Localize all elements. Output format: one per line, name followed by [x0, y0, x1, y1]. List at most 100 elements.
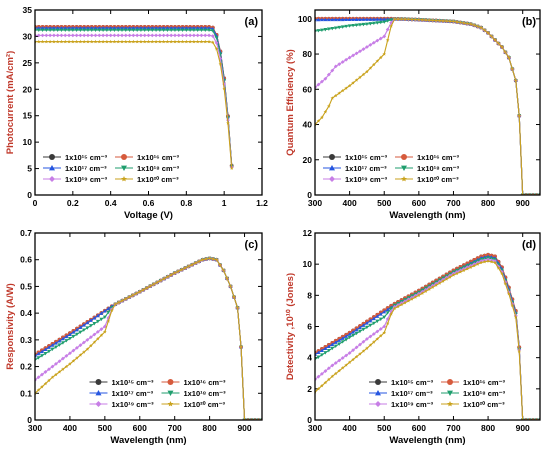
data-point [203, 28, 208, 32]
data-point [211, 257, 215, 261]
data-point [101, 39, 105, 44]
data-point [423, 18, 428, 22]
x-tick-label: 800 [203, 423, 217, 433]
data-point [50, 364, 55, 369]
data-point [47, 367, 51, 372]
data-point [503, 50, 508, 54]
data-point [131, 39, 136, 44]
data-point [375, 314, 380, 318]
data-point [112, 28, 117, 32]
data-point [195, 33, 200, 38]
data-point [104, 33, 109, 38]
data-point [67, 33, 71, 38]
data-point [61, 336, 65, 341]
legend-label: 1x10¹⁷ cm⁻³ [391, 389, 433, 398]
data-point [146, 33, 151, 38]
data-point [396, 17, 400, 21]
y-tick-label: 8 [307, 290, 312, 300]
data-point [184, 39, 189, 44]
data-point [169, 33, 174, 38]
data-point [99, 311, 104, 315]
series-line [35, 34, 233, 168]
data-point [344, 334, 349, 338]
data-point [496, 266, 501, 270]
data-point [365, 346, 369, 350]
data-point [63, 33, 68, 38]
data-point [378, 312, 383, 316]
data-point [410, 17, 414, 21]
data-point [88, 324, 93, 328]
data-point [120, 298, 125, 303]
data-point [510, 303, 515, 307]
data-point [36, 356, 41, 360]
data-point [44, 39, 49, 44]
data-point [358, 352, 362, 356]
data-point [36, 351, 41, 356]
data-point [239, 345, 243, 349]
data-point [95, 313, 100, 318]
data-point [52, 33, 56, 38]
x-axis-label: Wavelength (nm) [110, 435, 186, 446]
data-point [385, 321, 390, 325]
data-point [235, 305, 240, 310]
data-point [184, 28, 189, 32]
data-point [372, 340, 376, 344]
data-point [337, 358, 342, 363]
data-point [54, 345, 58, 349]
data-point [54, 372, 58, 377]
data-point [361, 22, 366, 27]
data-point [382, 17, 387, 21]
data-point [378, 20, 383, 25]
data-point [323, 346, 328, 350]
data-point [371, 316, 376, 321]
data-point [137, 289, 142, 294]
data-point [144, 286, 149, 290]
data-point [176, 269, 180, 273]
plot-frame [314, 232, 541, 421]
series-d1e20 [35, 256, 262, 420]
data-point [131, 28, 136, 32]
data-point [218, 263, 222, 267]
legend-marker [49, 165, 55, 171]
data-point [161, 33, 166, 38]
legend-marker [375, 379, 381, 385]
legend-marker [329, 165, 335, 171]
y-tick-label: 4 [307, 353, 312, 363]
data-point [368, 318, 373, 323]
x-tick-label: 0.6 [143, 198, 155, 208]
data-point [172, 271, 177, 275]
series-d1e15 [35, 25, 234, 168]
data-point [54, 362, 58, 366]
data-point [437, 18, 442, 23]
data-point [47, 345, 51, 349]
data-point [354, 78, 359, 82]
x-tick-label: 300 [28, 423, 42, 433]
data-point [320, 28, 324, 32]
data-point [134, 291, 139, 296]
legend-label: 1x10¹⁶ cm⁻³ [137, 153, 180, 162]
data-point [316, 386, 321, 391]
x-tick-label: 400 [63, 423, 77, 433]
data-point [382, 324, 387, 329]
data-point [146, 28, 151, 32]
data-point [451, 19, 456, 23]
data-point [337, 368, 342, 373]
data-point [200, 257, 205, 262]
data-point [316, 119, 321, 123]
data-point [323, 369, 328, 373]
data-point [420, 291, 425, 295]
data-point [368, 22, 373, 26]
data-point [351, 333, 355, 338]
x-tick-label: 600 [412, 423, 426, 433]
legend-marker [49, 154, 55, 160]
data-point [378, 333, 383, 338]
legend-marker [447, 390, 453, 396]
data-point [203, 33, 208, 38]
data-point [399, 17, 404, 21]
legend-label: 1x10¹⁸ cm⁻³ [183, 389, 226, 398]
series-d1e20 [315, 17, 540, 195]
data-point [95, 329, 100, 334]
data-point [61, 367, 65, 371]
data-point [347, 351, 352, 355]
data-point [225, 276, 229, 280]
